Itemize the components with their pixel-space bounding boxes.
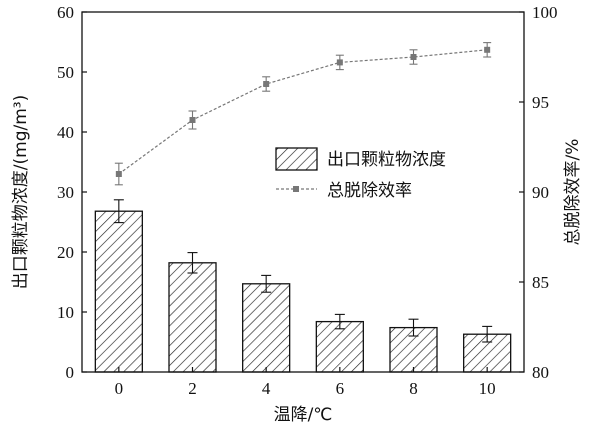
legend-line-marker — [293, 186, 299, 192]
x-tick-label-2: 2 — [188, 379, 197, 398]
left-y-tick-label-50: 50 — [57, 63, 74, 82]
point-marker-6 — [336, 59, 343, 66]
point-marker-10 — [484, 46, 491, 53]
bar-0 — [94, 210, 143, 373]
bar-2 — [168, 262, 217, 373]
x-tick-label-6: 6 — [336, 379, 345, 398]
right-y-tick-label-90: 90 — [532, 183, 549, 202]
x-tick-label-8: 8 — [409, 379, 418, 398]
left-y-tick-label-0: 0 — [66, 363, 75, 382]
legend-line-label: 总脱除效率 — [327, 181, 412, 201]
right-y-tick-label-100: 100 — [532, 3, 558, 22]
x-axis-title: 温降/℃ — [274, 405, 333, 425]
point-marker-0 — [115, 171, 122, 177]
left-y-axis-title: 出口颗粒物浓度/(mg/m³) — [11, 95, 31, 289]
left-y-tick-label-40: 40 — [57, 123, 74, 142]
legend-bar-label: 出口颗粒物浓度 — [327, 150, 446, 170]
left-y-tick-label-30: 30 — [57, 183, 74, 202]
left-y-tick-label-20: 20 — [57, 243, 74, 262]
legend: 出口颗粒物浓度 总脱除效率 — [275, 147, 446, 201]
x-tick-label-4: 4 — [262, 379, 271, 398]
point-marker-4 — [263, 81, 270, 87]
point-marker-2 — [189, 117, 196, 123]
bars-layer — [94, 199, 512, 373]
efficiency-line — [118, 49, 488, 175]
right-y-tick-label-80: 80 — [532, 363, 549, 382]
right-y-axis-title: 总脱除效率/% — [563, 139, 583, 246]
line-layer — [114, 42, 492, 186]
axes-layer: 0 10 20 30 40 50 60 80 85 90 95 100 0 2 4 6 8 10 — [57, 3, 558, 398]
point-marker-8 — [410, 54, 417, 60]
right-y-tick-label-85: 85 — [532, 273, 549, 292]
left-y-tick-label-60: 60 — [57, 3, 74, 22]
bar-4 — [242, 283, 291, 373]
left-y-tick-label-10: 10 — [57, 303, 74, 322]
plot-frame — [81, 11, 525, 373]
right-y-tick-label-95: 95 — [532, 93, 549, 112]
legend-bar-swatch — [275, 147, 318, 171]
x-tick-label-10: 10 — [479, 379, 496, 398]
x-tick-label-0: 0 — [115, 379, 124, 398]
